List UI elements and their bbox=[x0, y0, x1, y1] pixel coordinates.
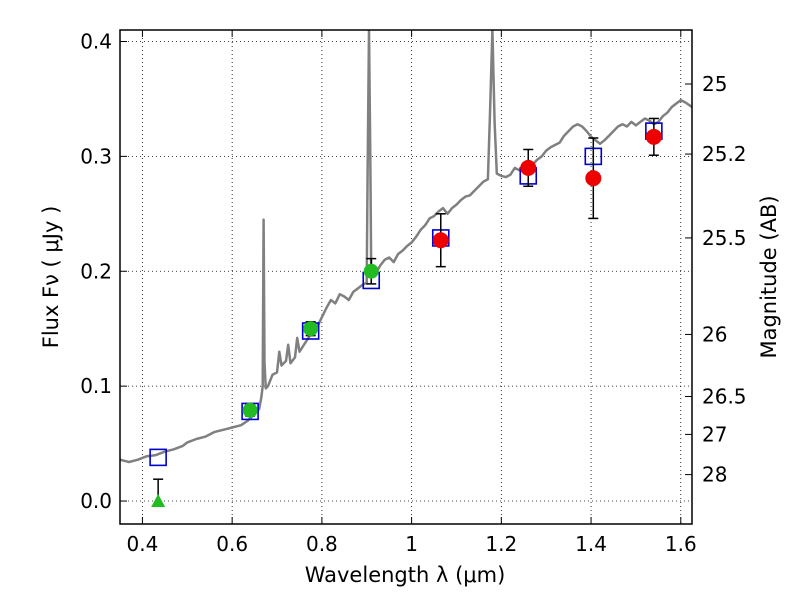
green-data-point bbox=[363, 263, 379, 279]
spectrum-line bbox=[120, 30, 692, 464]
y-tick-label: 0.2 bbox=[80, 259, 112, 283]
x-tick-label: 0.8 bbox=[306, 532, 338, 556]
right-tick-label: 25.2 bbox=[702, 142, 747, 166]
tick-labels: 0.4 0.6 0.8 1 1.2 1.4 1.6 0.0 0.1 0.2 0.3 0.4 25 25.2… bbox=[80, 29, 746, 556]
right-tick-label: 25.5 bbox=[702, 226, 747, 250]
y-tick-label: 0.3 bbox=[80, 144, 112, 168]
red-data-point bbox=[645, 128, 662, 145]
tick-marks bbox=[120, 30, 692, 524]
red-data-point bbox=[520, 159, 537, 176]
right-axis-label: Magnitude (AB) bbox=[757, 195, 781, 358]
x-tick-label: 1.2 bbox=[485, 532, 517, 556]
y-tick-label: 0.1 bbox=[80, 374, 112, 398]
data-layer bbox=[120, 30, 692, 508]
red-data-point bbox=[432, 232, 449, 249]
y-tick-label: 0.4 bbox=[80, 29, 112, 53]
y-axis-label: Flux Fν ( μJy ) bbox=[39, 206, 63, 349]
grid-lines bbox=[120, 30, 692, 524]
right-tick-label: 25 bbox=[702, 72, 727, 96]
green-data-point bbox=[303, 321, 319, 337]
plot-frame bbox=[119, 29, 693, 525]
x-tick-label: 1.4 bbox=[575, 532, 607, 556]
right-tick-label: 28 bbox=[702, 463, 727, 487]
right-tick-label: 26 bbox=[702, 322, 727, 346]
x-tick-label: 1.6 bbox=[665, 532, 697, 556]
red-data-point bbox=[585, 170, 602, 187]
right-tick-label: 27 bbox=[702, 422, 727, 446]
x-tick-label: 0.4 bbox=[127, 532, 159, 556]
green-data-point bbox=[242, 402, 258, 418]
green-triangle-point bbox=[151, 494, 166, 508]
x-tick-label: 1 bbox=[405, 532, 418, 556]
right-tick-label: 26.5 bbox=[702, 384, 747, 408]
x-axis-label: Wavelength λ (μm) bbox=[305, 563, 506, 587]
model-square-point bbox=[149, 448, 167, 467]
x-tick-label: 0.6 bbox=[216, 532, 248, 556]
y-tick-label: 0.0 bbox=[80, 489, 112, 513]
